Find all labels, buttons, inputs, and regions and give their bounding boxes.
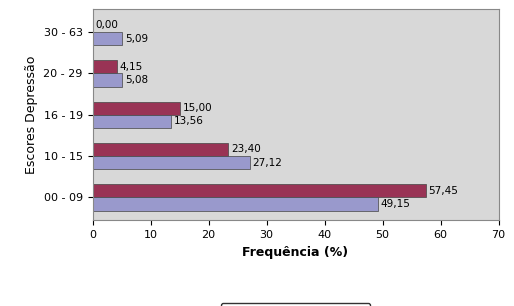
Bar — [93, 156, 250, 169]
X-axis label: Frequência (%): Frequência (%) — [243, 246, 348, 259]
Text: 13,56: 13,56 — [174, 116, 204, 126]
Text: 0,00: 0,00 — [96, 21, 118, 30]
Text: 49,15: 49,15 — [380, 199, 410, 209]
Bar — [93, 115, 171, 128]
Bar — [93, 32, 122, 45]
Bar — [93, 197, 378, 211]
Text: 23,40: 23,40 — [231, 144, 261, 155]
Text: 5,08: 5,08 — [125, 75, 148, 85]
Legend: Fase 1, Fase 2: Fase 1, Fase 2 — [221, 303, 370, 306]
Text: 5,09: 5,09 — [125, 34, 148, 44]
Bar — [93, 73, 122, 87]
Text: 27,12: 27,12 — [253, 158, 283, 168]
Text: 4,15: 4,15 — [119, 62, 143, 72]
Bar — [93, 102, 179, 115]
Text: 57,45: 57,45 — [429, 186, 458, 196]
Bar — [93, 143, 228, 156]
Text: 15,00: 15,00 — [182, 103, 212, 113]
Bar — [93, 60, 117, 73]
Y-axis label: Escores Depressão: Escores Depressão — [25, 56, 38, 174]
Bar — [93, 184, 426, 197]
